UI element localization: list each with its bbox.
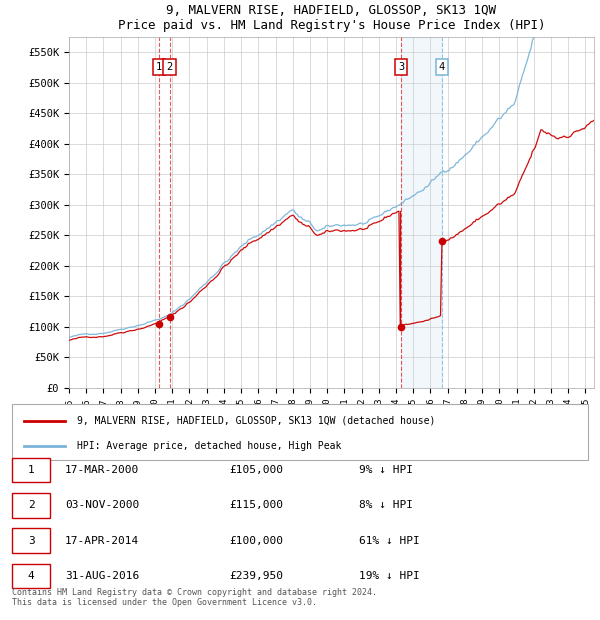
Bar <box>12 458 50 482</box>
Bar <box>12 493 50 518</box>
Text: 8% ↓ HPI: 8% ↓ HPI <box>359 500 413 510</box>
Text: Contains HM Land Registry data © Crown copyright and database right 2024.
This d: Contains HM Land Registry data © Crown c… <box>12 588 377 608</box>
Text: 61% ↓ HPI: 61% ↓ HPI <box>359 536 419 546</box>
Bar <box>12 404 588 460</box>
Text: HPI: Average price, detached house, High Peak: HPI: Average price, detached house, High… <box>77 441 341 451</box>
Text: £105,000: £105,000 <box>229 465 283 475</box>
Text: 4: 4 <box>439 62 445 72</box>
Text: 2: 2 <box>166 62 173 72</box>
Text: 1: 1 <box>155 62 162 72</box>
Bar <box>12 528 50 553</box>
Text: 03-NOV-2000: 03-NOV-2000 <box>65 500 139 510</box>
Text: 17-MAR-2000: 17-MAR-2000 <box>65 465 139 475</box>
Text: £115,000: £115,000 <box>229 500 283 510</box>
Text: 31-AUG-2016: 31-AUG-2016 <box>65 571 139 581</box>
Text: £239,950: £239,950 <box>229 571 283 581</box>
Bar <box>12 564 50 588</box>
Text: 2: 2 <box>28 500 35 510</box>
Text: 3: 3 <box>28 536 35 546</box>
Text: 1: 1 <box>28 465 35 475</box>
Text: 4: 4 <box>28 571 35 581</box>
Text: 9% ↓ HPI: 9% ↓ HPI <box>359 465 413 475</box>
Text: 9, MALVERN RISE, HADFIELD, GLOSSOP, SK13 1QW (detached house): 9, MALVERN RISE, HADFIELD, GLOSSOP, SK13… <box>77 416 435 426</box>
Title: 9, MALVERN RISE, HADFIELD, GLOSSOP, SK13 1QW
Price paid vs. HM Land Registry's H: 9, MALVERN RISE, HADFIELD, GLOSSOP, SK13… <box>118 4 545 32</box>
Text: £100,000: £100,000 <box>229 536 283 546</box>
Text: 17-APR-2014: 17-APR-2014 <box>65 536 139 546</box>
Text: 19% ↓ HPI: 19% ↓ HPI <box>359 571 419 581</box>
Bar <box>401 37 442 387</box>
Text: 3: 3 <box>398 62 404 72</box>
